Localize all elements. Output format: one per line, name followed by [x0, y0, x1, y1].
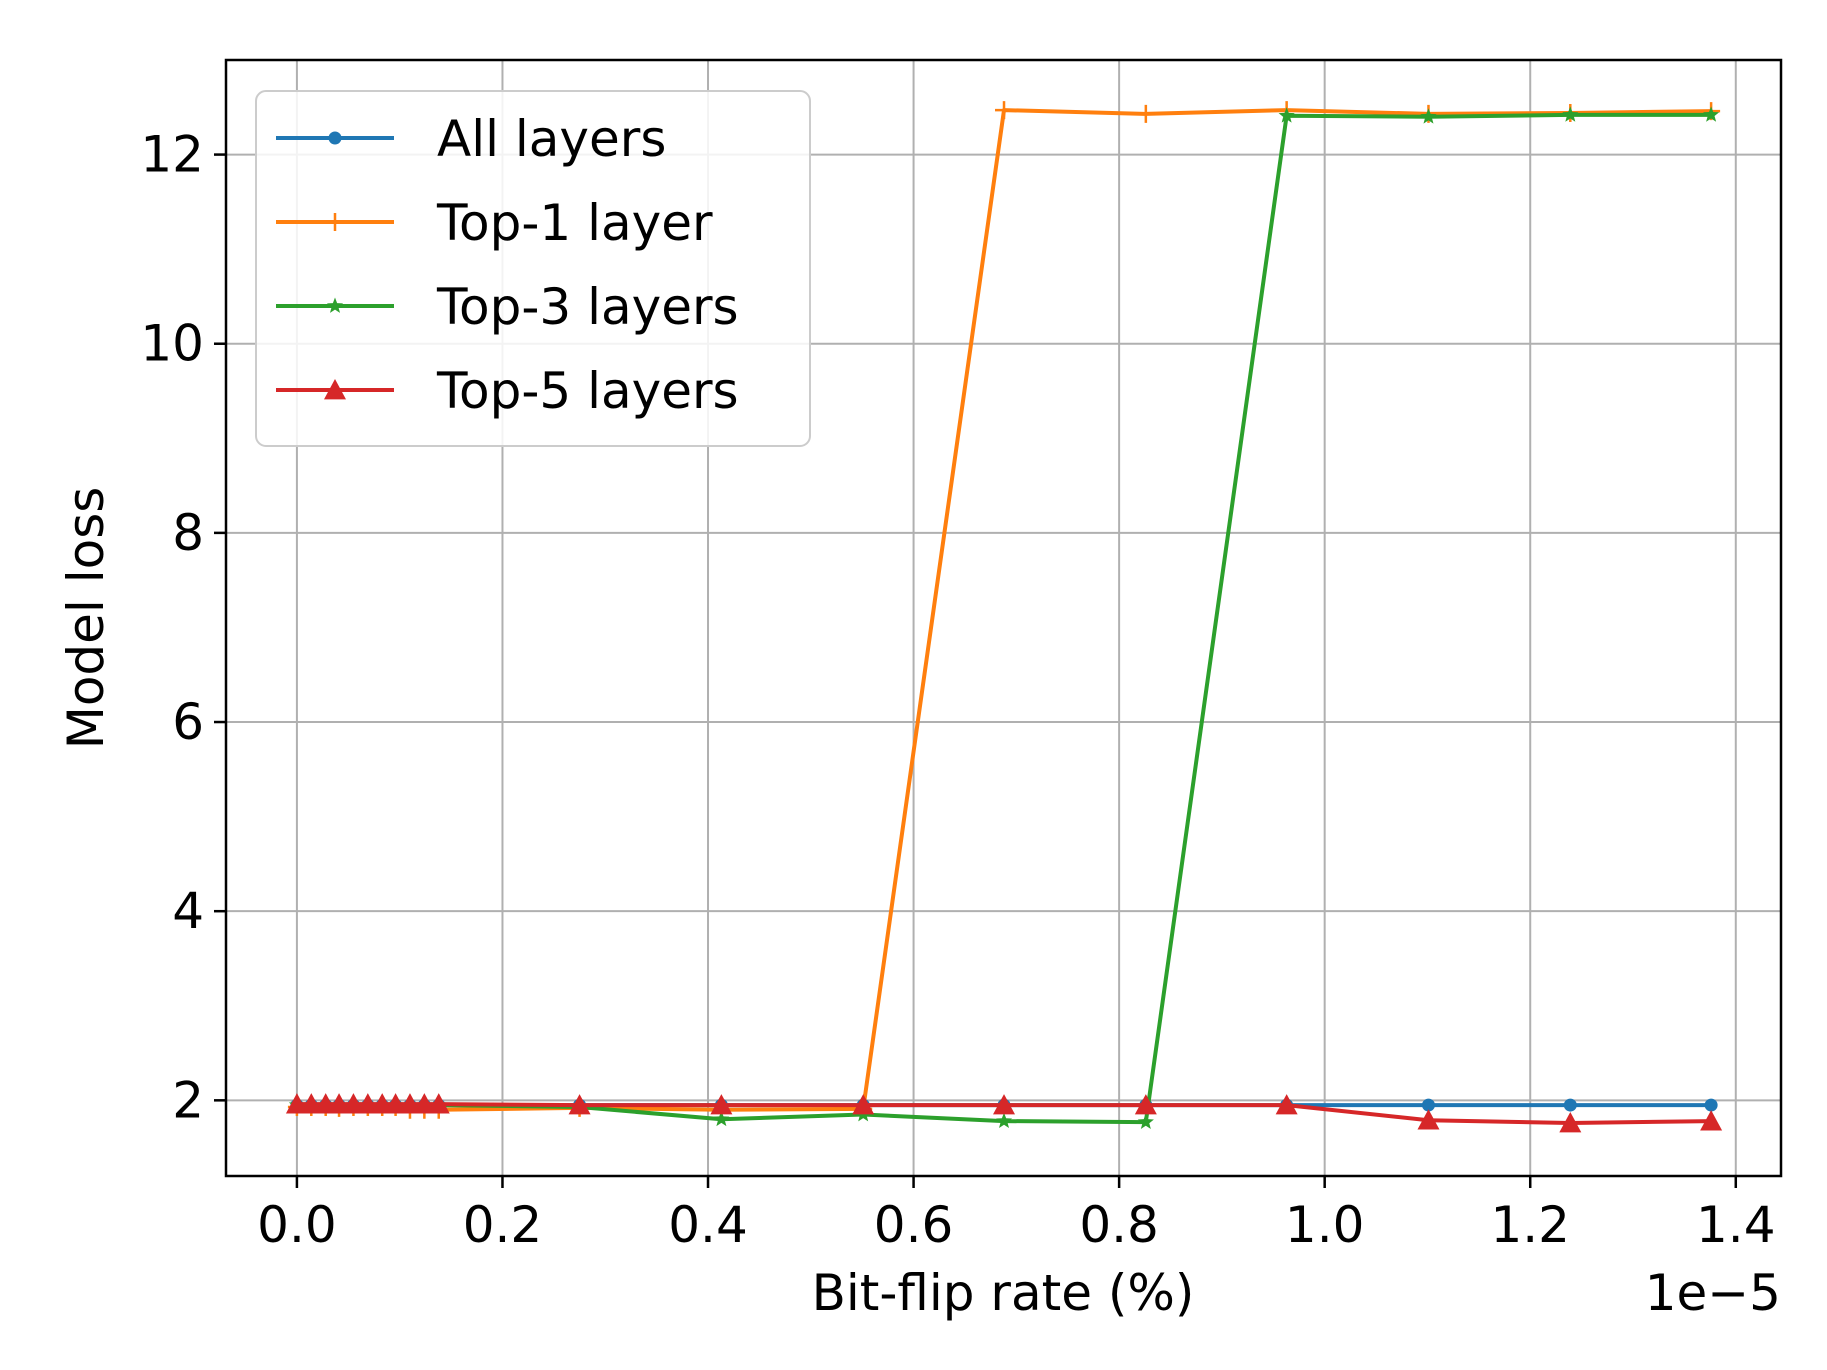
legend-label: All layers	[437, 110, 666, 168]
plot-frame	[224, 58, 1783, 1178]
data-point-top-5-layers	[300, 1093, 323, 1114]
legend: All layers Top-1 layer Top-3 layers Top-5 l…	[255, 90, 811, 447]
y-tick-label: 8	[172, 504, 204, 562]
y-tick-label: 10	[140, 315, 204, 373]
legend-item-all-layers: All layers	[276, 110, 666, 168]
data-point-all-layers	[1421, 1098, 1435, 1112]
legend-item-top-3-layers: Top-3 layers	[276, 278, 739, 336]
data-point-top-5-layers	[1134, 1094, 1157, 1115]
data-point-top-3-layers	[1703, 106, 1720, 122]
legend-swatch-marker	[326, 213, 344, 231]
x-axis-offset-label: 1e−5	[1645, 1264, 1781, 1322]
data-point-top-5-layers	[1417, 1109, 1440, 1130]
legend-swatch-marker	[328, 131, 342, 145]
y-tick-label: 2	[172, 1071, 204, 1129]
data-point-top-5-layers	[427, 1093, 450, 1114]
series-layer	[285, 101, 1723, 1133]
x-tick-label: 1.0	[1285, 1196, 1365, 1254]
data-point-all-layers	[1563, 1098, 1577, 1112]
y-tick-label: 4	[172, 882, 204, 940]
x-axis-ticks: 0.0 0.2 0.4 0.6 0.8 1.0 1.2 1.4	[257, 1176, 1776, 1254]
legend-item-top-1-layer: Top-1 layer	[276, 194, 713, 252]
series-top-5-layers	[285, 1093, 1723, 1133]
data-point-top-3-layers	[995, 1112, 1013, 1129]
legend-items: All layers Top-1 layer Top-3 layers Top-5 l…	[276, 110, 739, 420]
data-point-top-3-layers	[1137, 1113, 1154, 1129]
data-point-top-5-layers	[568, 1094, 591, 1115]
data-point-top-5-layers	[356, 1093, 379, 1114]
y-tick-label: 12	[140, 126, 204, 184]
data-point-top-1-layer	[1136, 104, 1155, 123]
legend-item-top-5-layers: Top-5 layers	[276, 362, 739, 420]
x-axis-label: Bit-flip rate (%)	[812, 1264, 1195, 1322]
legend-swatch-marker	[326, 297, 344, 313]
legend-label: Top-3 layers	[436, 278, 739, 336]
data-point-top-5-layers	[1275, 1094, 1298, 1115]
data-point-top-5-layers	[413, 1093, 436, 1114]
data-point-top-5-layers	[328, 1093, 351, 1114]
y-axis-label: Model loss	[57, 487, 115, 750]
data-point-top-5-layers	[993, 1094, 1016, 1115]
data-point-top-5-layers	[398, 1093, 421, 1114]
y-tick-label: 6	[172, 693, 204, 751]
x-tick-label: 0.0	[257, 1196, 337, 1254]
data-point-top-5-layers	[852, 1094, 875, 1115]
data-point-top-5-layers	[710, 1094, 733, 1115]
data-point-top-5-layers	[285, 1093, 308, 1114]
legend-swatch-marker	[324, 379, 346, 400]
data-point-top-5-layers	[1700, 1110, 1723, 1131]
data-point-top-5-layers	[1559, 1112, 1582, 1133]
legend-box	[255, 90, 811, 447]
x-tick-label: 0.4	[668, 1196, 748, 1254]
x-tick-label: 1.4	[1696, 1196, 1776, 1254]
x-tick-label: 0.8	[1079, 1196, 1159, 1254]
y-axis-ticks: 2 4 6 8 10 12	[140, 126, 226, 1129]
data-point-top-1-layer	[995, 101, 1014, 120]
data-point-top-3-layers	[1420, 108, 1437, 124]
data-point-top-5-layers	[384, 1093, 407, 1114]
data-point-top-5-layers	[342, 1093, 365, 1114]
x-tick-label: 1.2	[1490, 1196, 1570, 1254]
legend-label: Top-5 layers	[436, 362, 739, 420]
x-tick-label: 0.2	[463, 1196, 543, 1254]
data-point-top-3-layers	[1562, 106, 1579, 122]
x-tick-label: 0.6	[874, 1196, 954, 1254]
legend-label: Top-1 layer	[436, 194, 713, 252]
data-point-top-3-layers	[1278, 107, 1295, 123]
data-point-top-3-layers	[713, 1110, 730, 1127]
data-point-all-layers	[1704, 1098, 1718, 1112]
